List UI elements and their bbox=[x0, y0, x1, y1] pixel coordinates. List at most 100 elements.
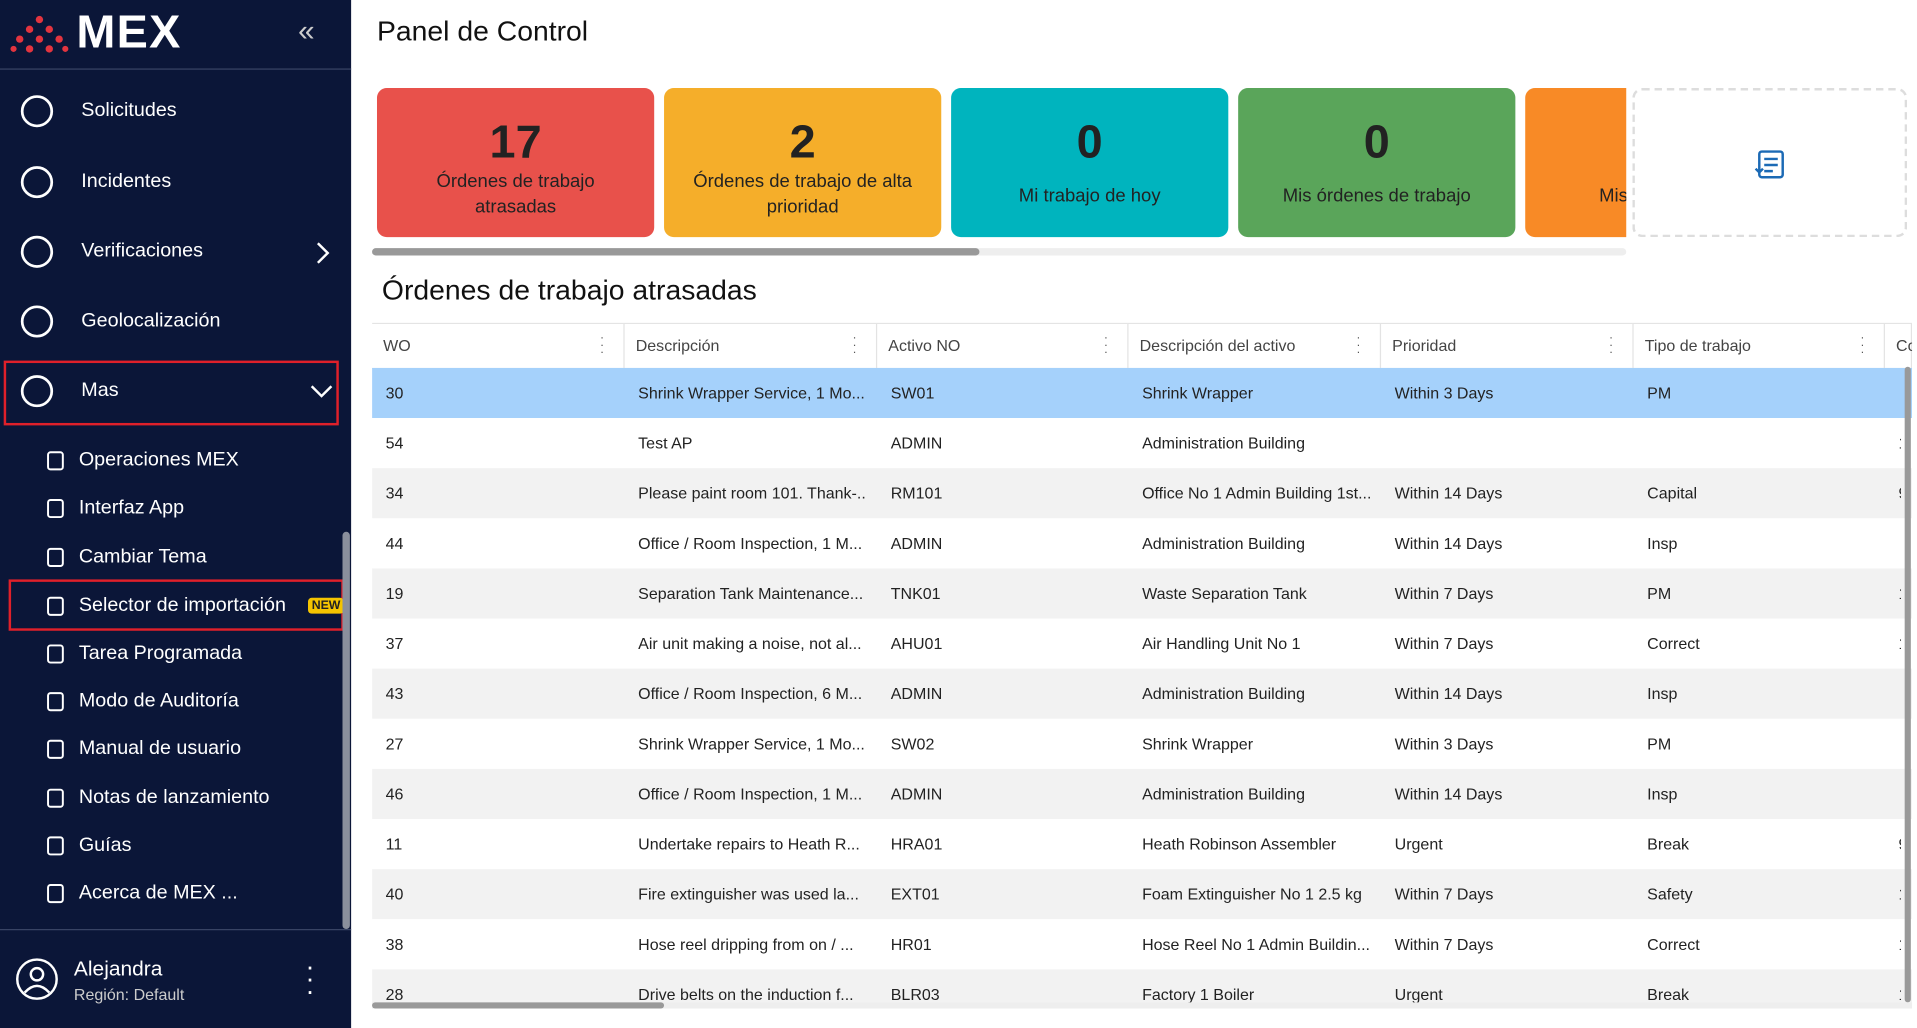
submenu-item[interactable]: Cambiar Tema bbox=[0, 539, 351, 576]
table-hscroll bbox=[372, 1002, 1913, 1009]
table-cell: Please paint room 101. Thank-... bbox=[638, 484, 867, 503]
table-row[interactable]: 40 Fire extinguisher was used la... EXT01 F… bbox=[372, 869, 1913, 920]
scroll-thumb[interactable] bbox=[372, 248, 980, 256]
table-cell: ADMIN bbox=[890, 784, 943, 804]
table-header: WO · · · Descripción · · · Activo NO · · · Descripci… bbox=[372, 322, 1913, 370]
table-cell: Insp bbox=[1647, 534, 1678, 553]
table-cell: Safety bbox=[1647, 885, 1693, 904]
cards: 17 Órdenes de trabajo atrasadas 2 Órdenes d… bbox=[0, 0, 1627, 244]
table-cell: Within 3 Days bbox=[1394, 734, 1494, 753]
table-hscroll-thumb[interactable] bbox=[372, 1002, 665, 1009]
table-cell: Shrink Wrapper bbox=[1142, 734, 1254, 753]
column-menu[interactable]: · · · bbox=[1356, 331, 1361, 360]
nav-label: Mas bbox=[81, 380, 119, 401]
add-card-icon bbox=[1754, 150, 1784, 179]
column-header[interactable]: Descripción bbox=[625, 323, 878, 368]
table-cell: 1 bbox=[1899, 568, 1901, 618]
column-menu[interactable]: · · · bbox=[1608, 331, 1614, 360]
user-menu[interactable]: · · · bbox=[305, 951, 315, 1007]
table-row[interactable]: 30 Shrink Wrapper Service, 1 Mo... SW01 Shr… bbox=[372, 367, 1913, 419]
submenu-item[interactable]: Modo de Auditoría bbox=[0, 683, 351, 720]
table-cell: 1 bbox=[1899, 919, 1901, 969]
submenu-item[interactable]: Notas de lanzamiento bbox=[0, 780, 351, 817]
submenu-icon bbox=[47, 596, 64, 616]
nav-item[interactable]: Incidentes bbox=[0, 152, 351, 213]
table-cell: 54 bbox=[385, 433, 404, 453]
nav-item[interactable]: Mas bbox=[0, 361, 351, 422]
table-cell: 30 bbox=[385, 383, 404, 403]
table-cell: Office No 1 Admin Building 1st... bbox=[1142, 484, 1370, 503]
table-row[interactable]: 11 Undertake repairs to Heath R... HRA01 He… bbox=[372, 819, 1913, 870]
table-row[interactable]: 43 Office / Room Inspection, 6 M... ADMIN A… bbox=[372, 668, 1913, 719]
submenu-icon bbox=[47, 836, 64, 856]
new-badge: NEW bbox=[308, 597, 345, 614]
submenu-item[interactable]: Manual de usuario bbox=[0, 731, 351, 768]
card-value: 0 bbox=[1076, 117, 1103, 169]
column-header[interactable]: Co bbox=[1885, 323, 1912, 368]
table-row[interactable]: 37 Air unit making a noise, not al... AHU0… bbox=[372, 618, 1913, 669]
table-row[interactable]: 28 Drive belts on the induction f... BLR03… bbox=[372, 969, 1913, 1005]
table-cell: Within 7 Days bbox=[1394, 935, 1494, 954]
table-cell bbox=[1899, 518, 1901, 568]
table-cell: Within 7 Days bbox=[1394, 634, 1494, 653]
table-cell: PM bbox=[1647, 584, 1672, 603]
table-row[interactable]: 44 Office / Room Inspection, 1 M... ADMIN A… bbox=[372, 518, 1913, 569]
stat-card[interactable]: 0 Mi trabajo de hoy bbox=[951, 88, 1229, 238]
submenu-item[interactable]: Guías bbox=[0, 828, 351, 865]
table-cell bbox=[1395, 418, 1623, 468]
nav-icon bbox=[20, 375, 54, 408]
table-cell: Office / Room Inspection, 6 M... bbox=[638, 684, 863, 703]
table-row[interactable]: 46 Office / Room Inspection, 1 M... ADMIN A… bbox=[372, 768, 1913, 820]
submenu-item[interactable]: Tarea Programada bbox=[0, 636, 351, 673]
table-row[interactable]: 19 Separation Tank Maintenance... TNK01 Was… bbox=[372, 568, 1913, 619]
add-card[interactable] bbox=[1632, 88, 1908, 238]
column-menu[interactable]: · · · bbox=[599, 331, 605, 360]
card-label: Mi trabajo de hoy bbox=[1018, 185, 1161, 207]
nav-item[interactable]: Solicitudes bbox=[0, 81, 351, 142]
submenu-item[interactable]: Operaciones MEX bbox=[0, 443, 351, 480]
submenu-icon bbox=[47, 498, 64, 519]
stat-card[interactable]: 2 Órdenes de trabajo de alta prioridad bbox=[664, 88, 942, 238]
column-header[interactable]: Prioridad bbox=[1381, 323, 1634, 368]
stat-card[interactable]: Mis bbox=[1525, 88, 1627, 238]
stat-card[interactable]: 0 Mis órdenes de trabajo bbox=[1238, 88, 1516, 238]
table-row[interactable]: 38 Hose reel dripping from on / ... HR01 Ho… bbox=[372, 919, 1913, 970]
submenu-item[interactable]: Acerca de MEX ... bbox=[0, 875, 351, 912]
column-menu[interactable]: · · · bbox=[1860, 331, 1865, 360]
stat-card[interactable]: 17 Órdenes de trabajo atrasadas bbox=[376, 88, 655, 238]
collapse-button[interactable]: « bbox=[298, 14, 315, 48]
table-cell: Undertake repairs to Heath R... bbox=[638, 834, 860, 854]
table-scrollbar[interactable] bbox=[1904, 366, 1911, 1003]
table-row[interactable]: 54 Test AP ADMIN Administration Building 1 bbox=[372, 418, 1913, 469]
column-menu[interactable]: · · · bbox=[852, 331, 857, 360]
nav-item[interactable]: Geolocalización bbox=[0, 291, 351, 352]
table-cell: Insp bbox=[1647, 684, 1678, 703]
table-cell: Hose reel dripping from on / ... bbox=[638, 935, 854, 954]
card-value: 0 bbox=[1363, 117, 1390, 169]
column-header[interactable]: Activo NO bbox=[877, 323, 1129, 368]
table-row[interactable]: 27 Shrink Wrapper Service, 1 Mo... SW02 Shr… bbox=[372, 718, 1913, 769]
table-cell: Administration Building bbox=[1142, 684, 1305, 703]
table-cell: Test AP bbox=[638, 433, 693, 453]
submenu-item[interactable]: Interfaz App bbox=[0, 490, 351, 527]
column-menu[interactable]: · · · bbox=[1103, 331, 1108, 360]
table-cell: 19 bbox=[385, 584, 404, 603]
nav-item[interactable]: Verificaciones bbox=[0, 221, 351, 282]
submenu-item[interactable]: Selector de importación bbox=[0, 588, 351, 625]
column-header[interactable]: WO bbox=[372, 323, 625, 368]
divider bbox=[0, 929, 352, 931]
column-header[interactable]: Tipo de trabajo bbox=[1634, 323, 1885, 368]
table-cell: Within 14 Days bbox=[1394, 684, 1503, 703]
table-cell: BLR03 bbox=[890, 985, 940, 1004]
submenu-icon bbox=[47, 788, 64, 808]
table-cell bbox=[1899, 368, 1901, 418]
column-header[interactable]: Descripción del activo bbox=[1129, 323, 1382, 368]
table-cell bbox=[1647, 418, 1874, 468]
table-cell: 9 bbox=[1899, 468, 1901, 518]
card-label: Órdenes de trabajo atrasadas bbox=[436, 171, 595, 218]
submenu-icon bbox=[47, 884, 64, 904]
table-cell: Office / Room Inspection, 1 M... bbox=[638, 534, 863, 553]
table-cell bbox=[1899, 769, 1901, 819]
page-title: Panel de Control bbox=[376, 14, 589, 47]
table-row[interactable]: 34 Please paint room 101. Thank-... RM101 O… bbox=[372, 468, 1913, 519]
